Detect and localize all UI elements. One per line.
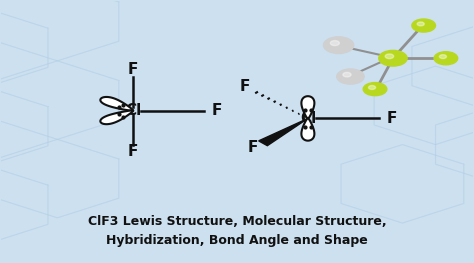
Circle shape [385, 54, 394, 59]
Circle shape [330, 41, 339, 45]
Circle shape [368, 85, 375, 89]
Circle shape [379, 50, 407, 66]
Polygon shape [259, 118, 308, 146]
Text: F: F [128, 144, 138, 159]
Text: Cl: Cl [300, 111, 316, 126]
Text: ClF3 Lewis Structure, Molecular Structure,: ClF3 Lewis Structure, Molecular Structur… [88, 215, 386, 228]
Circle shape [412, 19, 436, 32]
Polygon shape [100, 110, 133, 124]
Polygon shape [100, 97, 133, 111]
Text: Cl: Cl [125, 103, 141, 118]
Text: F: F [247, 140, 258, 155]
Text: F: F [387, 111, 397, 126]
Circle shape [417, 22, 424, 26]
Circle shape [337, 69, 364, 84]
Circle shape [343, 72, 351, 77]
Circle shape [439, 55, 447, 59]
Text: F: F [212, 103, 222, 118]
Text: F: F [240, 79, 250, 94]
Circle shape [434, 52, 458, 65]
Circle shape [363, 83, 387, 96]
Circle shape [323, 37, 354, 54]
Text: F: F [128, 62, 138, 77]
Polygon shape [301, 118, 314, 141]
Polygon shape [301, 96, 314, 118]
Text: Hybridization, Bond Angle and Shape: Hybridization, Bond Angle and Shape [106, 234, 368, 247]
